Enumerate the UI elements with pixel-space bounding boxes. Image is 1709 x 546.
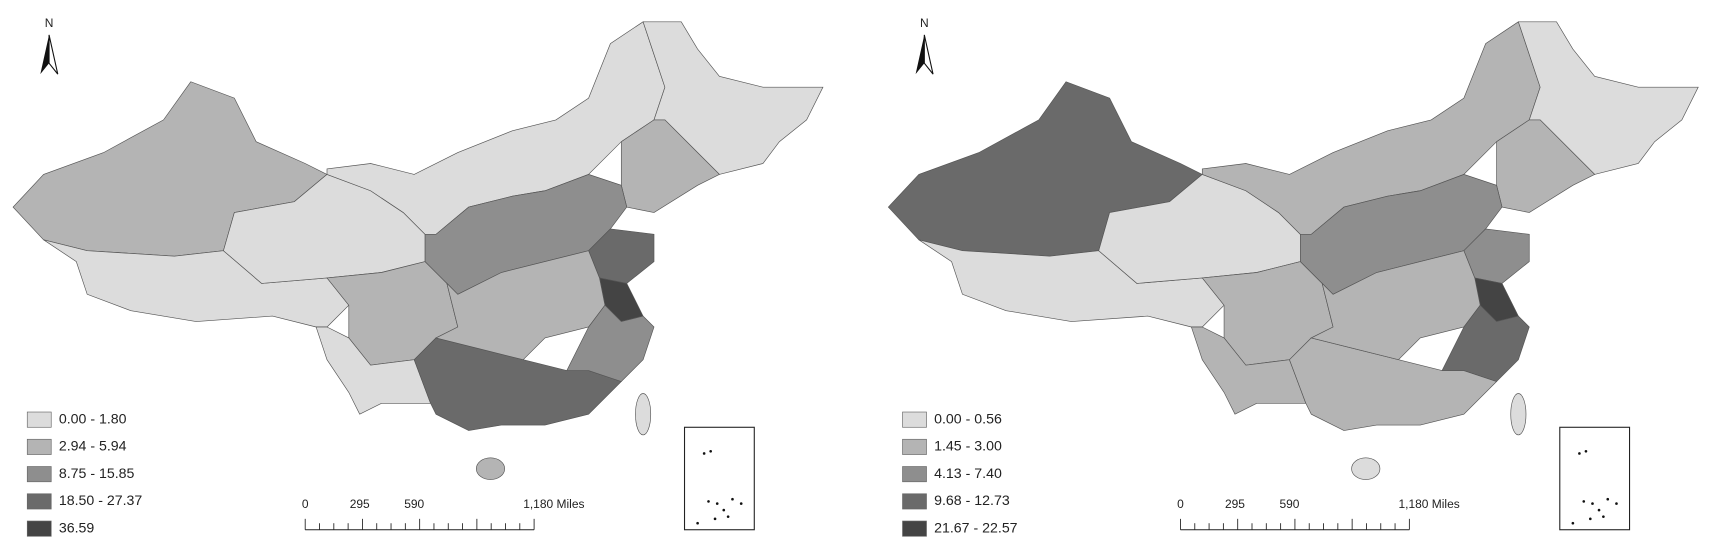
legend-swatch [26, 411, 52, 428]
inset-island [1597, 508, 1601, 512]
legend-label: 9.68 - 12.73 [934, 493, 1010, 509]
legend-label: 0.00 - 0.56 [934, 411, 1002, 427]
scale-label: 295 [350, 497, 370, 511]
legend-label: 18.50 - 27.37 [59, 493, 143, 509]
inset-island [1578, 452, 1581, 455]
inset-island [713, 517, 717, 521]
legend-label: 4.13 - 7.40 [934, 466, 1002, 482]
inset-island [1602, 515, 1605, 518]
legend-swatch [902, 520, 927, 537]
province [1496, 119, 1596, 213]
inset-frame [1559, 426, 1631, 531]
inset-island [726, 515, 730, 518]
legend-swatch [902, 438, 927, 455]
inset-island [702, 452, 706, 455]
legend-label: 1.45 - 3.00 [934, 439, 1002, 455]
inset-island [722, 508, 726, 512]
north-arrow [923, 34, 934, 75]
scale-label: 590 [404, 497, 424, 511]
north-label: N [920, 16, 929, 30]
scale-label: 1,180 Miles [523, 497, 584, 511]
inset-island [1589, 517, 1592, 521]
legend-label: 0.00 - 1.80 [59, 411, 127, 427]
province [642, 21, 824, 175]
province [315, 326, 432, 415]
map-panel: N 0.00 - 0.56 1.45 - 3.00 4.13 - 7.40 9.68 -… [887, 16, 1699, 537]
island [1351, 457, 1381, 480]
inset-island [739, 502, 743, 505]
province [1517, 21, 1699, 175]
north-arrow [40, 34, 50, 75]
legend-label: 8.75 - 15.85 [59, 466, 135, 482]
legend-swatch [26, 438, 52, 455]
legend-label: 2.94 - 5.94 [59, 439, 127, 455]
province [566, 304, 655, 382]
legend-swatch [26, 466, 52, 483]
inset-frame [683, 426, 755, 531]
inset-island [707, 500, 710, 503]
legend-swatch [902, 466, 927, 483]
scale-label: 590 [1279, 497, 1299, 511]
province [620, 119, 720, 213]
province [1190, 326, 1307, 415]
inset-island [1582, 500, 1586, 503]
scale-label: 0 [302, 497, 309, 511]
inset-island [1606, 497, 1610, 501]
scale-label: 295 [1225, 497, 1245, 511]
scale-label: 0 [1177, 497, 1184, 511]
north-label: N [45, 16, 54, 30]
north-arrow [915, 34, 925, 75]
legend-swatch [26, 520, 52, 537]
legend-label: 36.59 [59, 520, 95, 536]
legend-swatch [26, 493, 52, 510]
legend-swatch [902, 493, 927, 510]
inset-island [715, 502, 719, 505]
island [1510, 393, 1527, 436]
island [476, 457, 505, 480]
inset-island [1615, 502, 1618, 505]
inset-island [731, 497, 734, 501]
inset-island [1584, 449, 1588, 453]
legend-label: 21.67 - 22.57 [934, 520, 1018, 536]
scale-label: 1,180 Miles [1398, 497, 1459, 511]
island [635, 393, 652, 436]
inset-island [1571, 521, 1575, 525]
province [1441, 304, 1530, 382]
inset-island [709, 449, 712, 453]
map-panel: N 0.00 - 1.80 2.94 - 5.94 8.75 - 15.85 18.50… [12, 16, 824, 537]
inset-island [696, 521, 699, 525]
north-arrow [48, 34, 59, 75]
legend-swatch [902, 411, 927, 428]
inset-island [1591, 502, 1594, 505]
